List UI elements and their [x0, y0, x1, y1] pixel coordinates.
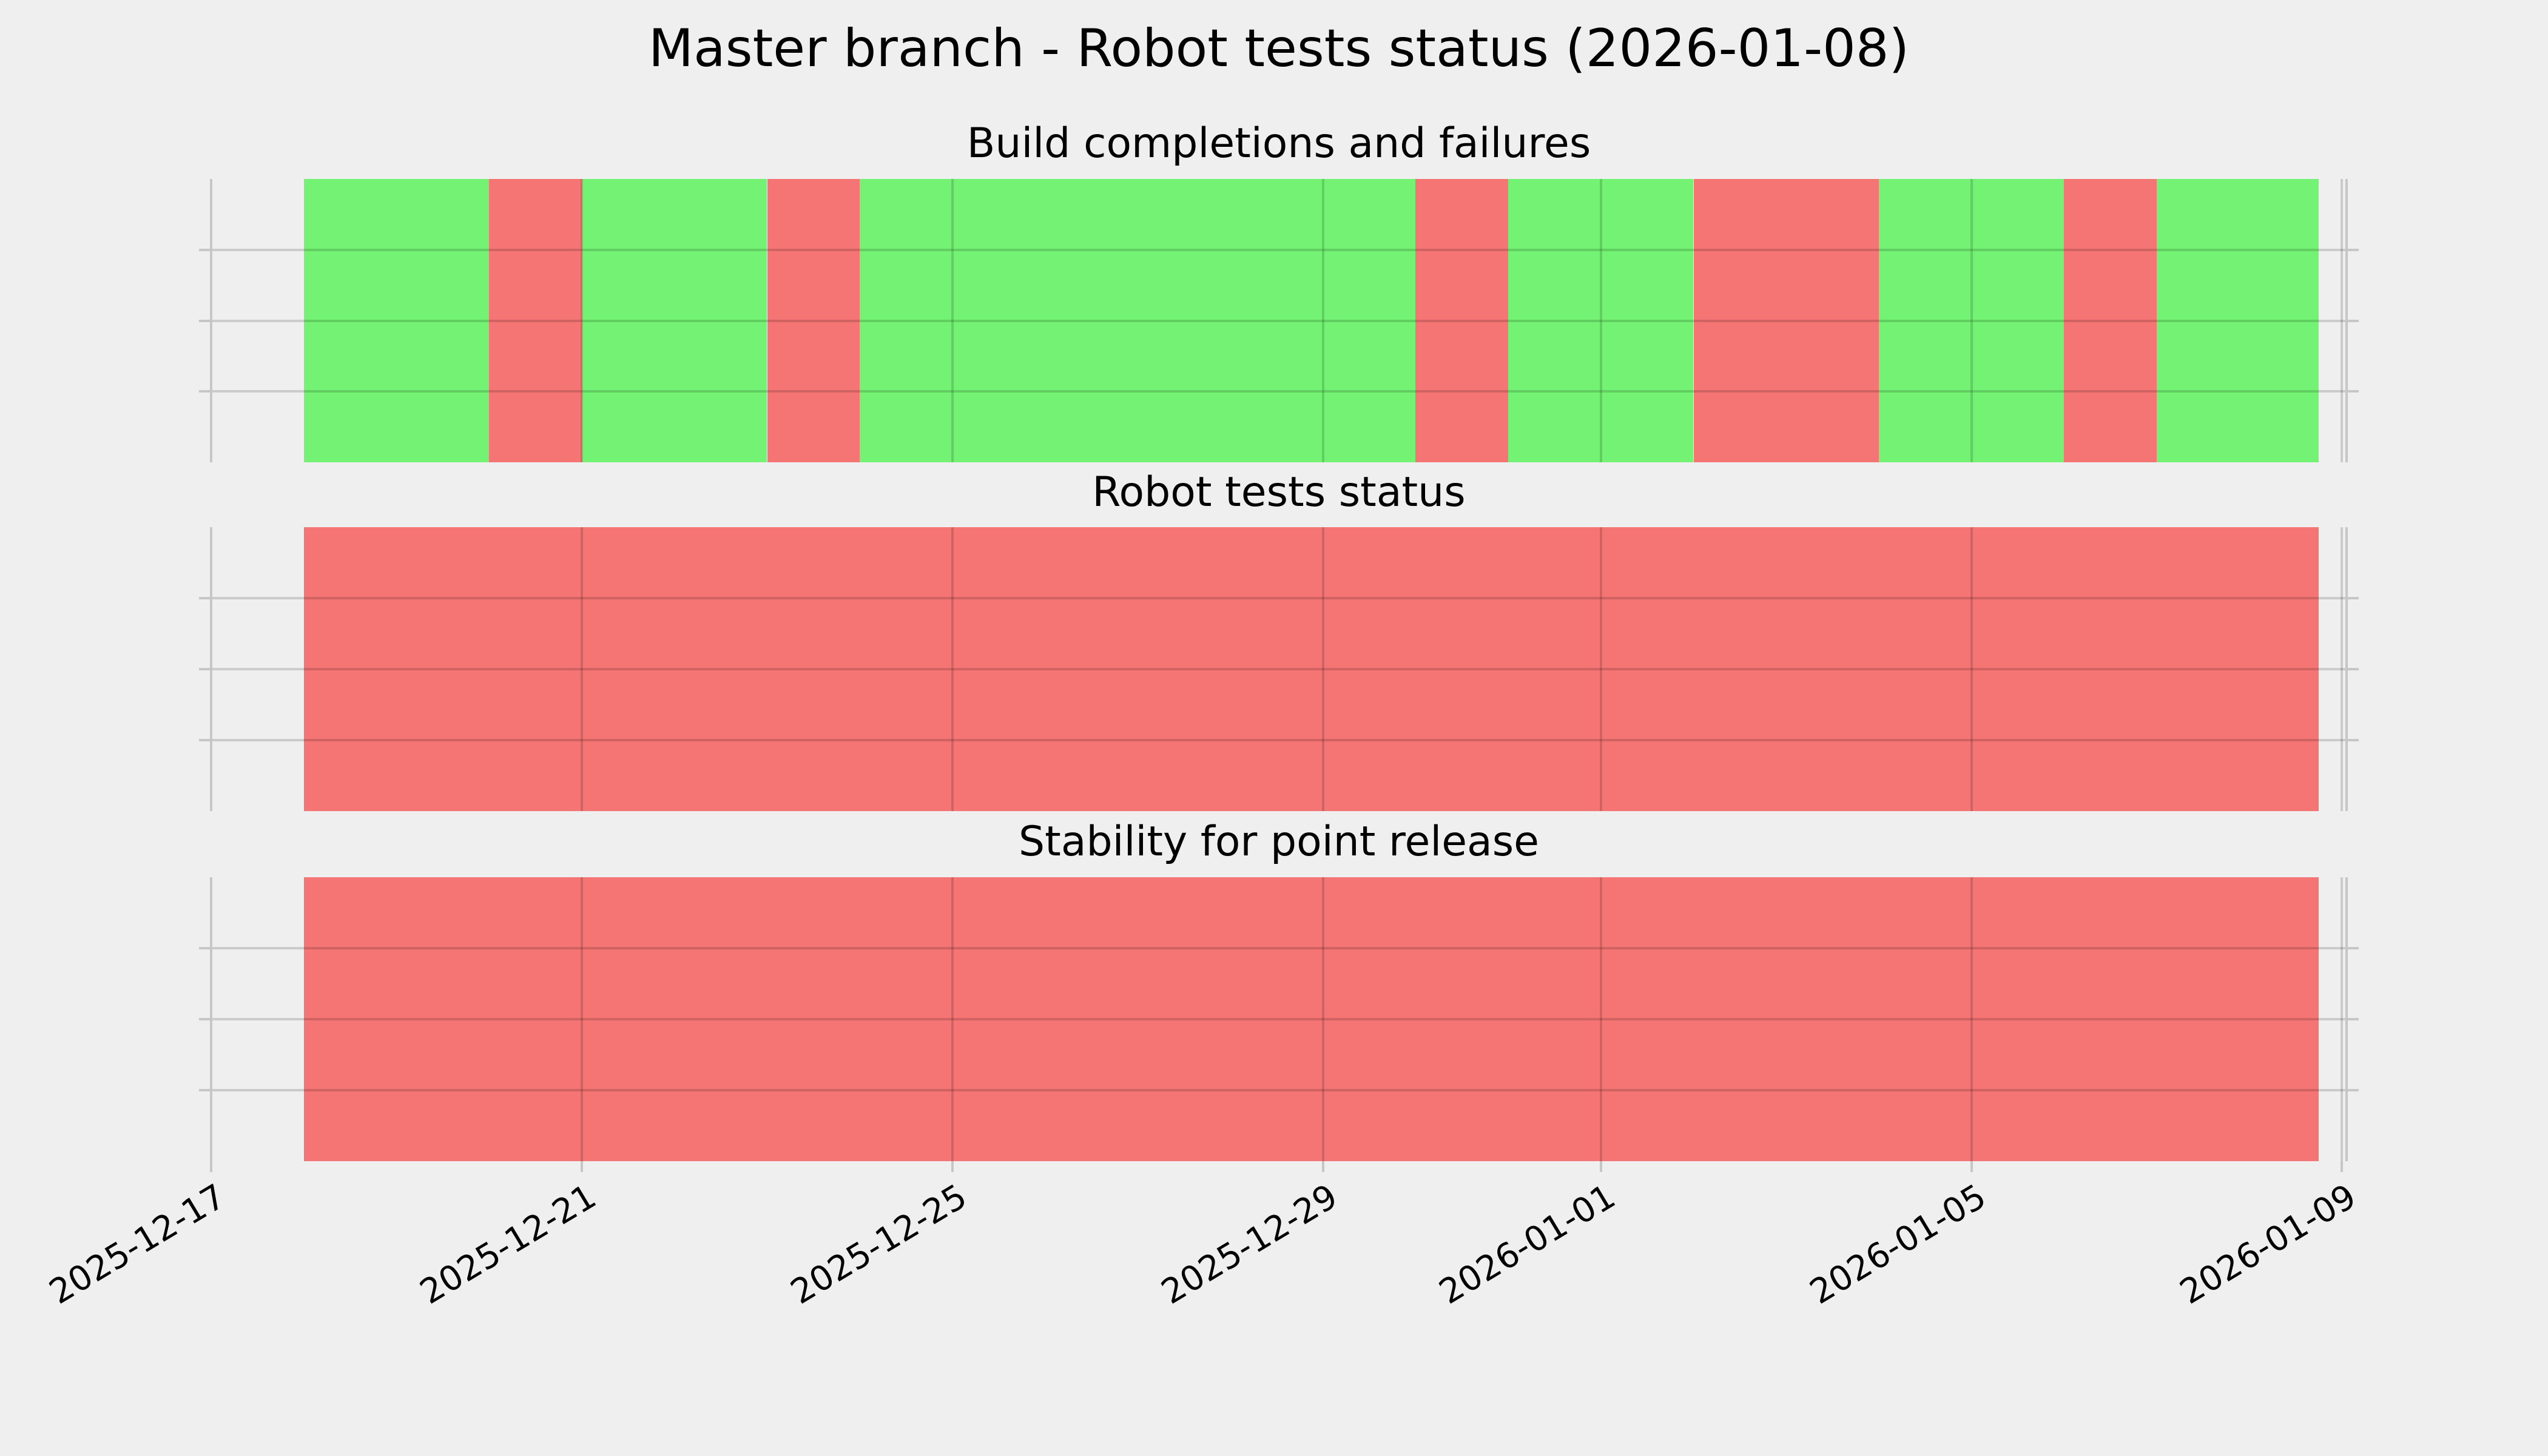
gridline-vertical	[1321, 877, 1324, 1161]
plot-area-robot-tests-status	[199, 527, 2359, 811]
x-tick-mark	[1970, 1161, 1973, 1172]
gridline-vertical	[1970, 527, 1973, 811]
axis-spine-right	[2345, 179, 2348, 462]
gridline-vertical	[1321, 527, 1324, 811]
axis-spine-right	[2345, 527, 2348, 811]
status-segment-success	[1878, 179, 2064, 462]
y-tick-mark-left	[199, 597, 210, 599]
gridline-vertical	[1321, 179, 1324, 462]
plot-area-stability-point-release	[199, 877, 2359, 1172]
y-tick-mark-right	[2348, 390, 2359, 393]
gridline-horizontal	[211, 668, 2347, 670]
y-tick-mark-left	[199, 668, 210, 670]
x-tick-label: 2026-01-09	[2173, 1176, 2364, 1313]
status-segment-success	[582, 179, 767, 462]
status-segment-success	[2157, 179, 2319, 462]
x-tick-mark	[2341, 1161, 2344, 1172]
gridline-horizontal	[211, 320, 2347, 322]
subplot-title-robot-tests-status: Robot tests status	[1092, 468, 1466, 516]
status-segment-failure	[1693, 179, 1879, 462]
x-tick-mark	[581, 1161, 584, 1172]
x-tick-label: 2025-12-25	[784, 1176, 974, 1313]
figure-title: Master branch - Robot tests status (2026…	[648, 18, 1910, 79]
x-tick-label: 2025-12-29	[1154, 1176, 1344, 1313]
gridline-vertical	[1970, 179, 1973, 462]
y-tick-mark-right	[2348, 320, 2359, 322]
gridline-vertical	[2341, 179, 2344, 462]
x-tick-mark	[210, 1161, 213, 1172]
gridline-vertical	[951, 877, 954, 1161]
status-segment-success	[860, 179, 1416, 462]
gridline-horizontal	[211, 249, 2347, 251]
gridline-vertical	[1970, 877, 1973, 1161]
y-tick-mark-left	[199, 1018, 210, 1020]
x-tick-label: 2026-01-01	[1432, 1176, 1622, 1313]
gridline-vertical	[1599, 527, 1602, 811]
x-tick-mark	[1599, 1161, 1602, 1172]
y-tick-mark-left	[199, 320, 210, 322]
status-segment-failure	[304, 877, 2319, 1161]
y-tick-mark-right	[2348, 668, 2359, 670]
axis-spine-left	[210, 179, 212, 462]
y-tick-mark-left	[199, 947, 210, 949]
gridline-vertical	[1599, 179, 1602, 462]
gridline-vertical	[2341, 877, 2344, 1161]
y-tick-mark-right	[2348, 249, 2359, 251]
status-segment-failure	[767, 179, 860, 462]
y-tick-mark-left	[199, 739, 210, 741]
gridline-vertical	[581, 527, 584, 811]
gridline-vertical	[951, 179, 954, 462]
x-tick-label: 2026-01-05	[1803, 1176, 1993, 1313]
gridline-vertical	[951, 527, 954, 811]
plot-area-build-completions	[199, 179, 2359, 462]
axis-spine-right	[2345, 877, 2348, 1161]
status-segment-failure	[2064, 179, 2157, 462]
gridline-vertical	[581, 179, 584, 462]
x-tick-label: 2025-12-17	[42, 1176, 233, 1313]
x-tick-label: 2025-12-21	[413, 1176, 603, 1313]
gridline-vertical	[581, 877, 584, 1161]
subplot-title-stability-point-release: Stability for point release	[1019, 818, 1539, 866]
gridline-horizontal	[211, 947, 2347, 949]
axis-spine-left	[210, 527, 212, 811]
y-tick-mark-right	[2348, 1089, 2359, 1091]
gridline-horizontal	[211, 1089, 2347, 1091]
gridline-horizontal	[211, 390, 2347, 393]
x-tick-mark	[951, 1161, 954, 1172]
status-segment-failure	[489, 179, 582, 462]
gridline-horizontal	[211, 1018, 2347, 1020]
status-segment-failure	[1415, 179, 1509, 462]
y-tick-mark-right	[2348, 597, 2359, 599]
gridline-vertical	[1599, 877, 1602, 1161]
y-tick-mark-left	[199, 390, 210, 393]
x-tick-mark	[1321, 1161, 1324, 1172]
y-tick-mark-left	[199, 249, 210, 251]
gridline-horizontal	[211, 597, 2347, 599]
gridline-vertical	[2341, 527, 2344, 811]
y-tick-mark-right	[2348, 947, 2359, 949]
status-segment-success	[1508, 179, 1694, 462]
axis-spine-left	[210, 877, 212, 1161]
y-tick-mark-right	[2348, 1018, 2359, 1020]
y-tick-mark-right	[2348, 739, 2359, 741]
subplot-title-build-completions: Build completions and failures	[966, 120, 1591, 167]
gridline-horizontal	[211, 739, 2347, 741]
status-segment-success	[304, 179, 490, 462]
status-segment-failure	[304, 527, 2319, 811]
y-tick-mark-left	[199, 1089, 210, 1091]
